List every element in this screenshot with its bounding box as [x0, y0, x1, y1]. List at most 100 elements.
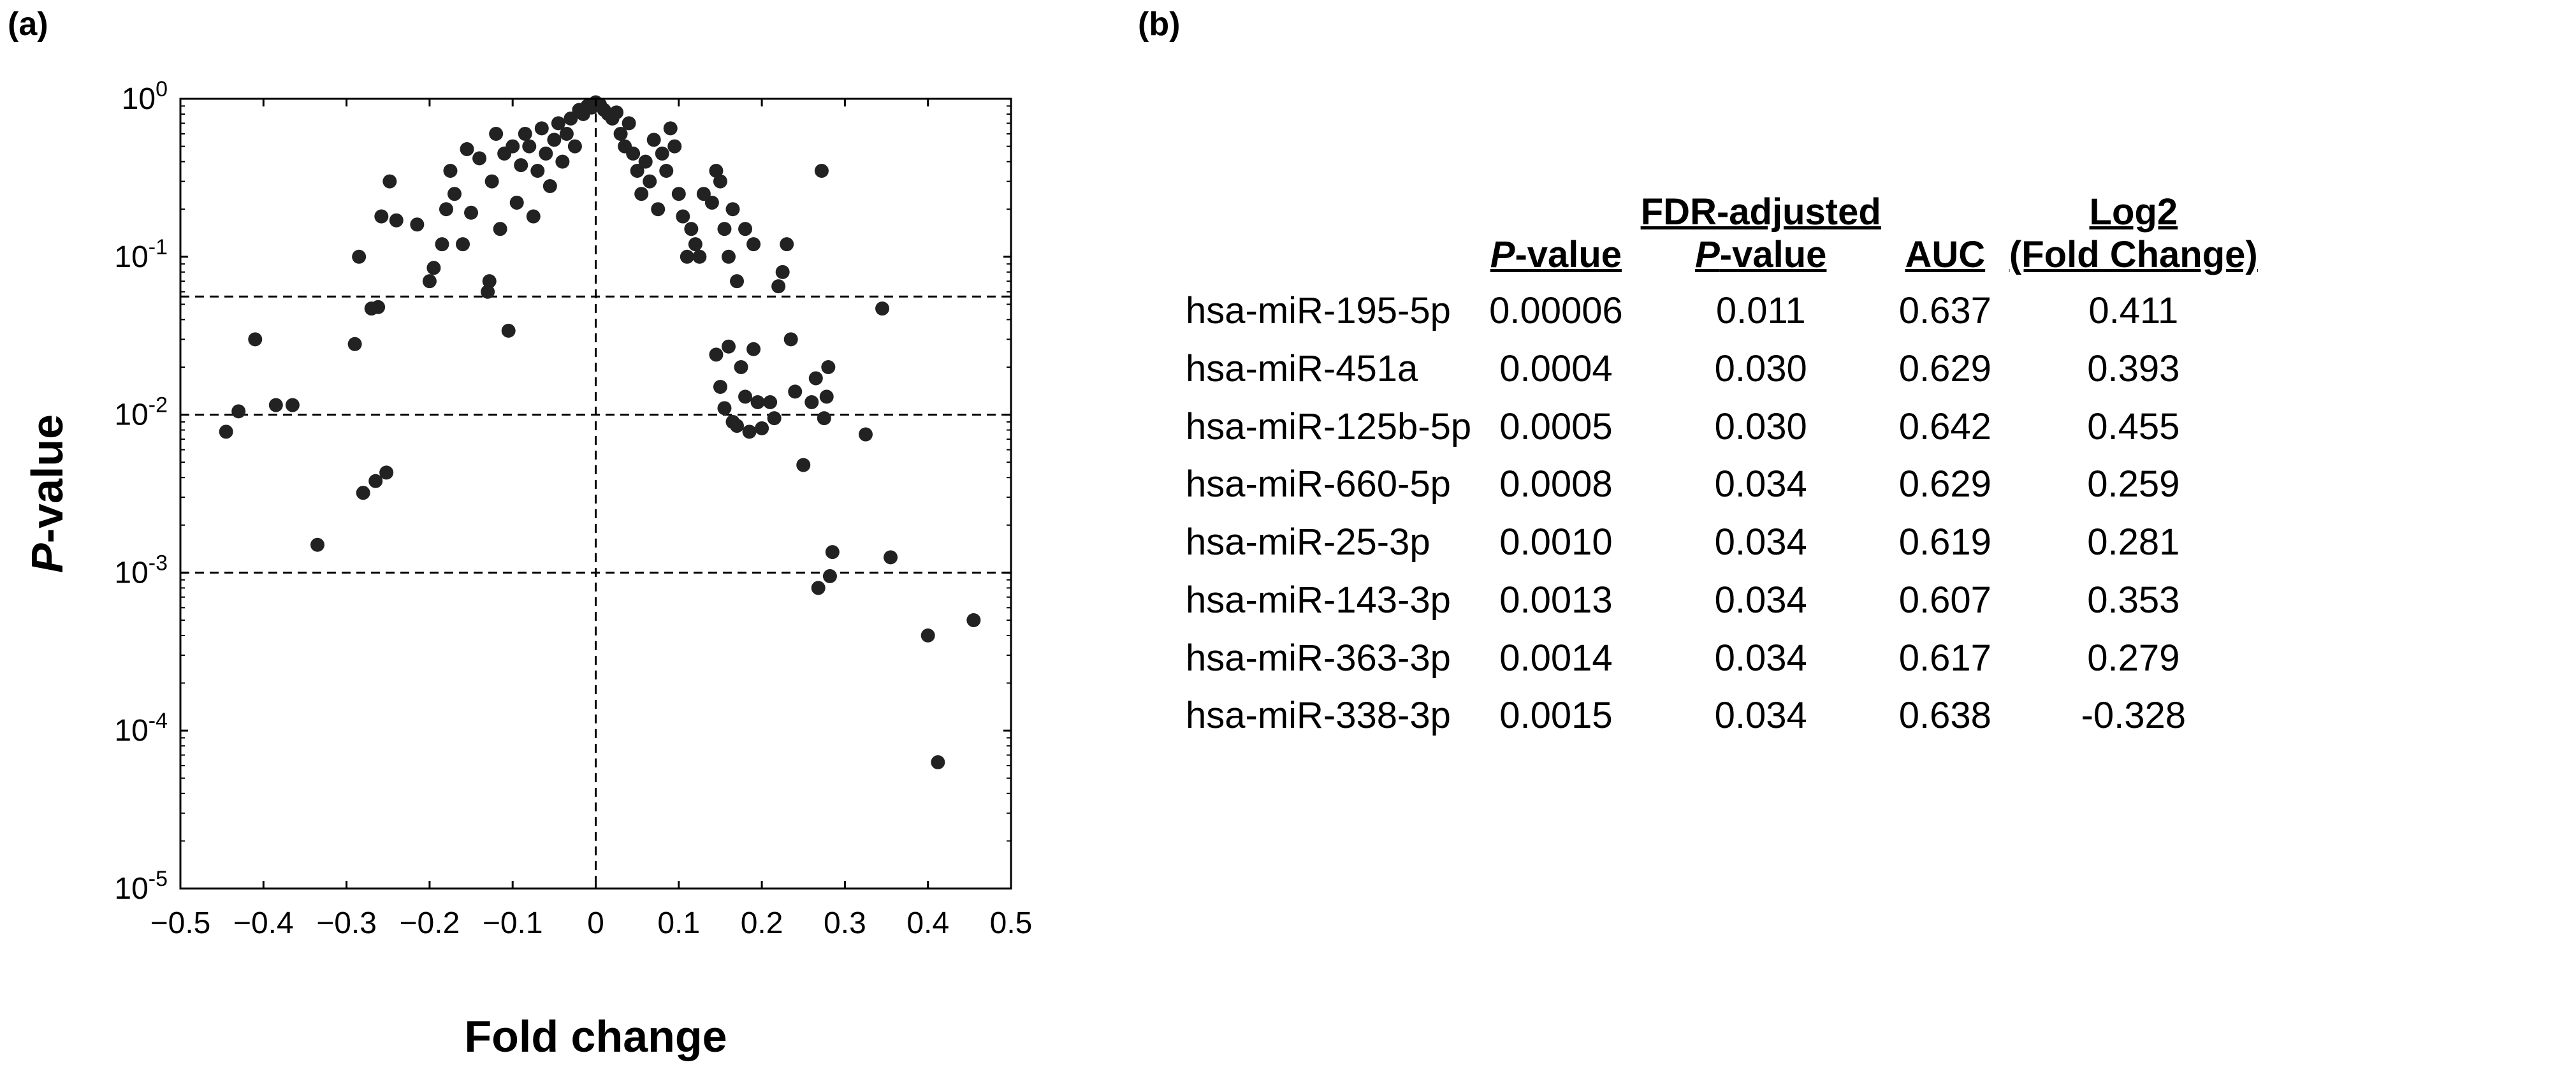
mirna-name-cell: hsa-miR-125b-5p [1186, 405, 1472, 447]
fdr-cell: 0.034 [1714, 695, 1807, 737]
data-point [755, 421, 769, 435]
data-point [651, 202, 666, 217]
y-axis-title-rest: -value [22, 414, 72, 543]
auc-cell: 0.629 [1898, 463, 1991, 505]
header-fdr: FDR-adjusted P-value [1632, 191, 1890, 282]
mirna-name-cell: hsa-miR-338-3p [1186, 695, 1451, 737]
data-point [352, 249, 367, 264]
data-point [825, 545, 840, 560]
auc-cell: 0.642 [1898, 405, 1991, 447]
data-point [542, 178, 557, 193]
data-point [734, 360, 748, 375]
data-point [788, 384, 803, 399]
data-point [551, 116, 565, 131]
log2fc-cell: 0.259 [2087, 463, 2180, 505]
data-point [638, 154, 653, 169]
data-point [371, 300, 386, 314]
fdr-cell: 0.034 [1714, 579, 1807, 621]
log2fc-cell: 0.455 [2087, 405, 2180, 447]
mirna-name-cell: hsa-miR-25-3p [1186, 521, 1430, 563]
p-value-cell: 0.0004 [1499, 348, 1613, 390]
data-point [713, 379, 727, 394]
fdr-cell: 0.034 [1714, 521, 1807, 563]
header-fdr-rest: -value [1719, 233, 1827, 275]
data-point [567, 139, 582, 154]
data-point [814, 163, 829, 178]
data-point [268, 398, 283, 412]
header-log2fc: Log2 (Fold Change) [2000, 191, 2267, 282]
data-point [643, 174, 657, 189]
header-p-value: P-value [1480, 191, 1632, 282]
data-point [676, 209, 690, 224]
auc-cell: 0.629 [1898, 348, 1991, 390]
data-point [481, 284, 495, 299]
data-point [746, 342, 761, 356]
table-row: hsa-miR-451a 0.0004 0.030 0.629 0.393 [1186, 340, 2267, 398]
data-point [730, 274, 745, 289]
data-point [713, 174, 727, 189]
data-point [501, 323, 516, 338]
log2fc-cell: 0.393 [2087, 348, 2180, 390]
data-point [435, 237, 449, 252]
header-fdr-line1: FDR-adjusted [1640, 191, 1881, 233]
data-point [655, 146, 669, 161]
x-tick-label: −0.3 [316, 906, 377, 940]
auc-cell: 0.619 [1898, 521, 1991, 563]
auc-cell: 0.638 [1898, 695, 1991, 737]
mirna-name-cell: hsa-miR-195-5p [1186, 290, 1451, 332]
auc-cell: 0.617 [1898, 637, 1991, 679]
data-point [547, 133, 562, 147]
volcano-plot: −0.5 −0.4 −0.3 −0.2 −0.1 0 0.1 0.2 0.3 0.4 0.5 100 1… [22, 77, 1032, 1061]
log2fc-cell: 0.281 [2087, 521, 2180, 563]
data-point [730, 419, 745, 433]
data-point [389, 213, 404, 228]
x-tick-label: 0 [587, 906, 604, 940]
table-row: hsa-miR-660-5p 0.0008 0.034 0.629 0.259 [1186, 456, 2267, 514]
data-point [667, 139, 682, 154]
p-value-cell: 0.0010 [1499, 521, 1613, 563]
mirna-name-cell: hsa-miR-660-5p [1186, 463, 1451, 505]
data-point [822, 569, 837, 583]
table-row: hsa-miR-25-3p 0.0010 0.034 0.619 0.281 [1186, 514, 2267, 572]
data-point [821, 360, 836, 375]
data-point [858, 427, 873, 442]
y-tick-label: 10-1 [114, 235, 168, 274]
data-point [443, 163, 458, 178]
data-point [285, 398, 300, 412]
data-points [219, 95, 981, 769]
data-point [966, 613, 981, 627]
mirna-name-cell: hsa-miR-451a [1186, 348, 1418, 390]
p-value-cell: 0.0013 [1499, 579, 1613, 621]
x-tick-label: 0.4 [906, 906, 949, 940]
table-row: hsa-miR-338-3p 0.0015 0.034 0.638 -0.328 [1186, 687, 2267, 745]
y-tick-label: 10-4 [114, 709, 168, 748]
data-point [613, 126, 628, 141]
data-point [379, 465, 394, 480]
auc-cell: 0.607 [1898, 579, 1991, 621]
data-point [783, 332, 798, 347]
data-point [780, 237, 794, 252]
x-tick-label: 0.2 [741, 906, 783, 940]
data-point [819, 389, 834, 404]
data-point [717, 401, 732, 416]
p-value-cell: 0.0008 [1499, 463, 1613, 505]
data-point [763, 395, 778, 409]
data-point [482, 274, 497, 289]
data-point [709, 347, 724, 362]
y-tick-label: 100 [122, 77, 168, 116]
data-point [368, 474, 383, 488]
data-point [534, 121, 549, 136]
data-point [626, 146, 641, 161]
data-point [347, 337, 362, 351]
log2fc-cell: 0.279 [2087, 637, 2180, 679]
data-point [522, 139, 537, 154]
data-point [746, 237, 761, 252]
data-point [464, 205, 479, 220]
header-fdr-italic: P [1695, 233, 1720, 275]
data-point [422, 274, 437, 289]
data-point [559, 126, 574, 141]
data-point [771, 279, 786, 294]
data-point [472, 151, 487, 166]
data-point [460, 142, 474, 156]
data-point [817, 411, 831, 426]
